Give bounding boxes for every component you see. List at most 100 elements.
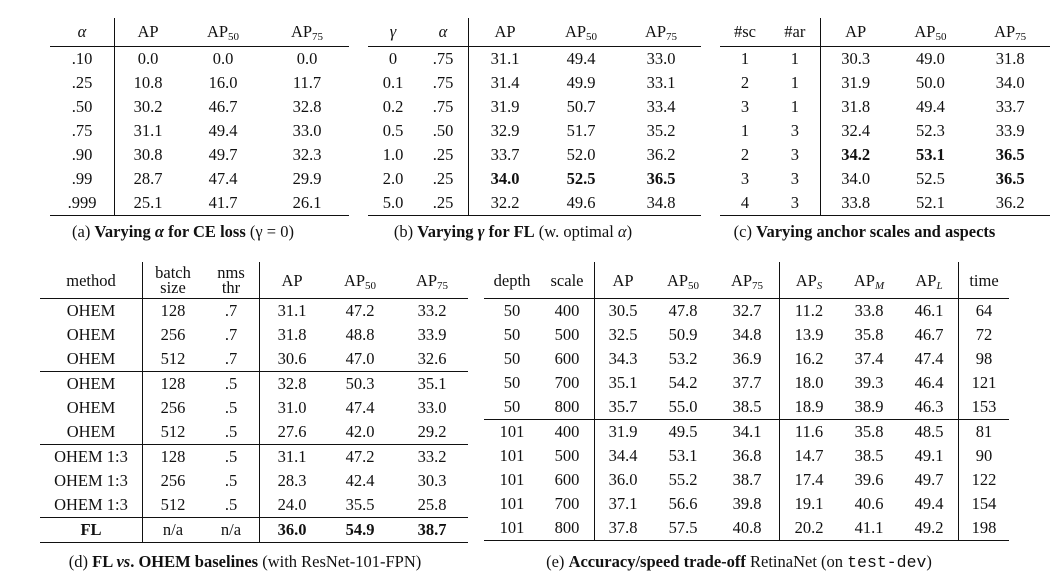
col-header-num-scales: #sc bbox=[733, 22, 756, 41]
table-cell: 49.7 bbox=[208, 145, 238, 164]
table-cell: 47.2 bbox=[345, 301, 375, 320]
table-cell: 512 bbox=[160, 422, 186, 441]
table-cell: 47.4 bbox=[900, 347, 959, 371]
table-cell: 31.9 bbox=[594, 419, 651, 444]
table-row: OHEM 128.5 32.8 50.3 35.1 bbox=[40, 371, 468, 396]
table-cell: 33.0 bbox=[417, 398, 447, 417]
table-cell: 1 bbox=[740, 49, 750, 68]
col-header-ap-medium: APM bbox=[853, 270, 885, 292]
table-cell: 31.8 bbox=[841, 97, 871, 116]
table-cell: 33.9 bbox=[417, 325, 447, 344]
table-cell: 34.3 bbox=[608, 349, 638, 368]
table-cell: 32.2 bbox=[468, 191, 541, 216]
table-cell: 41.7 bbox=[181, 191, 265, 216]
table-row: 2.0 .25 34.0 52.5 36.5 bbox=[368, 167, 701, 191]
col-header-ap75: AP75 bbox=[415, 270, 449, 292]
table-cell: 10.8 bbox=[133, 73, 163, 92]
table-cell: 49.4 bbox=[566, 49, 596, 68]
table-cell: 30.3 bbox=[841, 49, 871, 68]
table-cell: 101 bbox=[499, 446, 525, 465]
table-cell: OHEM bbox=[40, 396, 143, 420]
table-cell: 3 bbox=[769, 143, 821, 167]
table-cell: 81 bbox=[958, 419, 1009, 444]
table-cell: FL bbox=[40, 517, 143, 543]
table-row: 1 3 32.4 52.3 33.9 bbox=[720, 119, 1050, 143]
table-cell: .99 bbox=[50, 167, 115, 191]
table-cell: 49.9 bbox=[566, 73, 596, 92]
table-cell: 33.7 bbox=[490, 145, 520, 164]
table-cell: 35.1 bbox=[608, 373, 638, 392]
table-cell: 32.5 bbox=[608, 325, 638, 344]
table-cell: .90 bbox=[50, 143, 115, 167]
table-row: OHEM 512 .7 30.6 47.0 32.6 bbox=[40, 347, 468, 372]
table-cell: 34.4 bbox=[608, 446, 638, 465]
table-cell: 31.1 bbox=[277, 301, 307, 320]
table-cell: 46.7 bbox=[900, 323, 959, 347]
table-cell: 53.2 bbox=[668, 349, 698, 368]
table-cell: 52.3 bbox=[915, 121, 945, 140]
caption-e: (e) Accuracy/speed trade-off RetinaNet (… bbox=[546, 552, 932, 572]
table-row: 101 400 31.9 49.5 34.1 11.6 35.8 48.5 81 bbox=[484, 419, 1009, 444]
table-cell: 600 bbox=[540, 347, 595, 371]
table-cell: 30.6 bbox=[277, 349, 307, 368]
table-c-body: 1 1 30.3 49.0 31.8 2 1 31.9 50.0 34.0 3 1 31.8 49.4 33… bbox=[720, 46, 1050, 216]
table-cell: 50.9 bbox=[668, 325, 698, 344]
table-cell: 41.1 bbox=[838, 516, 900, 541]
table-cell: 1 bbox=[769, 71, 821, 95]
table-cell: 36.8 bbox=[715, 444, 780, 468]
table-d-body: OHEM 128.7 31.1 47.2 33.2 OHEM 256.7 31.8 48.8 33… bbox=[40, 298, 468, 543]
table-cell: 3 bbox=[740, 169, 750, 188]
table-cell: .75 bbox=[50, 119, 115, 143]
table-cell: 49.6 bbox=[541, 191, 621, 216]
table-cell: 0.1 bbox=[382, 73, 404, 92]
table-cell: 1 bbox=[769, 95, 821, 119]
table-cell: 256 bbox=[160, 325, 186, 344]
table-cell: 28.3 bbox=[277, 471, 307, 490]
table-cell: 46.4 bbox=[900, 371, 959, 395]
table-cell: .7 bbox=[203, 323, 260, 347]
col-header-ap: AP bbox=[612, 270, 634, 290]
table-cell: 36.2 bbox=[646, 145, 676, 164]
table-cell: .75 bbox=[418, 71, 469, 95]
col-header-gamma: γ bbox=[389, 22, 397, 41]
col-header-ap: AP bbox=[494, 22, 516, 41]
table-cell: .5 bbox=[203, 493, 260, 518]
table-cell: 49.4 bbox=[915, 97, 945, 116]
table-cell: 53.1 bbox=[915, 145, 945, 164]
table-cell: 1.0 bbox=[382, 145, 404, 164]
table-row: 101 800 37.8 57.5 40.8 20.2 41.1 49.2 198 bbox=[484, 516, 1009, 541]
table-cell: 198 bbox=[958, 516, 1009, 541]
table-cell: 800 bbox=[540, 516, 595, 541]
table-cell: 101 bbox=[499, 494, 525, 513]
table-cell: 24.0 bbox=[277, 495, 307, 514]
col-header-ap50: AP50 bbox=[666, 270, 700, 292]
table-cell: .5 bbox=[203, 420, 260, 445]
table-cell: 42.4 bbox=[345, 471, 375, 490]
table-cell: OHEM bbox=[40, 347, 143, 372]
table-cell: 34.8 bbox=[715, 323, 780, 347]
table-row: 4 3 33.8 52.1 36.2 bbox=[720, 191, 1050, 216]
table-cell: 50 bbox=[503, 349, 521, 368]
table-cell: 30.2 bbox=[133, 97, 163, 116]
table-cell: 256 bbox=[160, 471, 186, 490]
table-row: 3 1 31.8 49.4 33.7 bbox=[720, 95, 1050, 119]
table-row: 3 3 34.0 52.5 36.5 bbox=[720, 167, 1050, 191]
table-a-body: .10 0.0 0.0 0.0 .25 10.8 16.0 11.7 .50 30.2 46.7 32… bbox=[50, 46, 349, 216]
table-cell: 31.8 bbox=[995, 49, 1025, 68]
col-header-num-aspects: #ar bbox=[769, 18, 821, 47]
table-cell: 128 bbox=[160, 301, 186, 320]
table-cell: 40.8 bbox=[715, 516, 780, 541]
table-cell: 16.2 bbox=[794, 349, 824, 368]
table-row: .25 10.8 16.0 11.7 bbox=[50, 71, 349, 95]
table-cell: 30.5 bbox=[608, 301, 638, 320]
table-cell: 38.7 bbox=[396, 517, 468, 543]
table-cell: OHEM bbox=[40, 323, 143, 347]
table-cell: 31.8 bbox=[277, 325, 307, 344]
table-cell: 36.0 bbox=[259, 517, 324, 543]
table-cell: 47.0 bbox=[345, 349, 375, 368]
table-cell: 49.1 bbox=[900, 444, 959, 468]
table-row: .999 25.1 41.7 26.1 bbox=[50, 191, 349, 216]
table-row: OHEM 512 .5 27.6 42.0 29.2 bbox=[40, 420, 468, 445]
table-cell: 31.9 bbox=[490, 97, 520, 116]
table-cell: 49.0 bbox=[915, 49, 945, 68]
